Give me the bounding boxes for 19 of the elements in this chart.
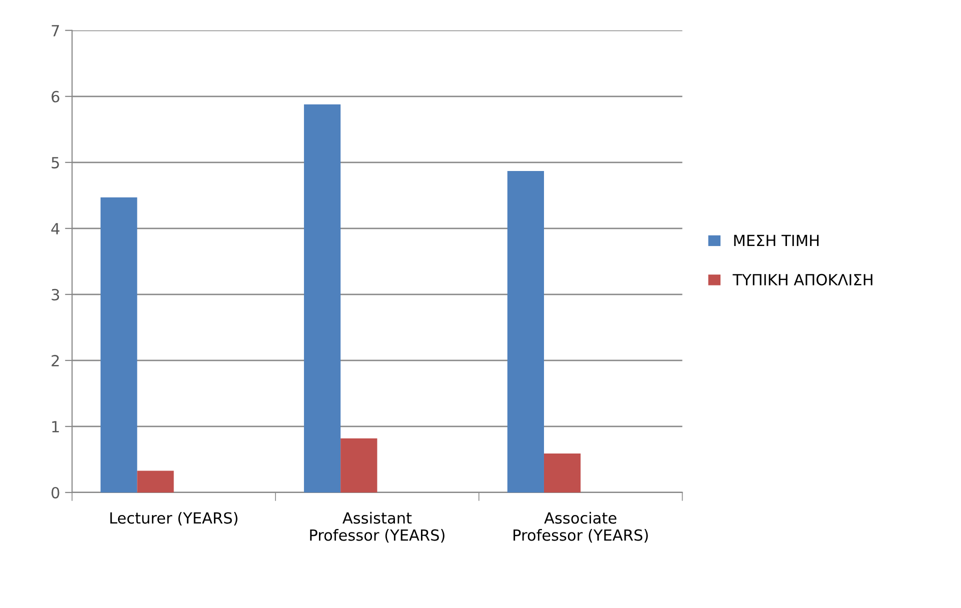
legend-label: ΜΕΣΗ ΤΙΜΗ xyxy=(734,234,819,246)
bar xyxy=(137,470,174,492)
x-tick-label: Assistant Professor (YEARS) xyxy=(310,512,444,543)
y-tick-label: 1 xyxy=(52,421,59,432)
y-tick-label: 3 xyxy=(52,288,60,300)
bar xyxy=(304,104,341,492)
y-tick-label: 6 xyxy=(52,90,60,102)
bar xyxy=(100,197,138,492)
y-tick-label: 7 xyxy=(52,25,59,36)
y-tick-label: 5 xyxy=(52,157,59,168)
y-tick-label: 4 xyxy=(51,223,60,234)
y-tick-label: 2 xyxy=(52,354,59,366)
y-tick-label: 0 xyxy=(52,486,60,498)
legend-label: ΤΥΠΙΚΗ ΑΠΟΚΛΙΣΗ xyxy=(732,274,872,286)
bar xyxy=(507,171,544,492)
x-tick-label: Associate Professor (YEARS) xyxy=(514,512,648,543)
bar xyxy=(544,454,581,492)
bar xyxy=(340,438,378,492)
x-tick-label: Lecturer (YEARS) xyxy=(110,512,238,526)
